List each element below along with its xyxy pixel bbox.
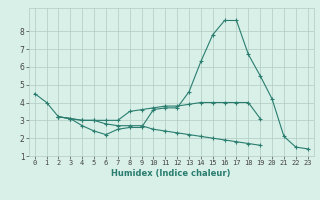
X-axis label: Humidex (Indice chaleur): Humidex (Indice chaleur)	[111, 169, 231, 178]
